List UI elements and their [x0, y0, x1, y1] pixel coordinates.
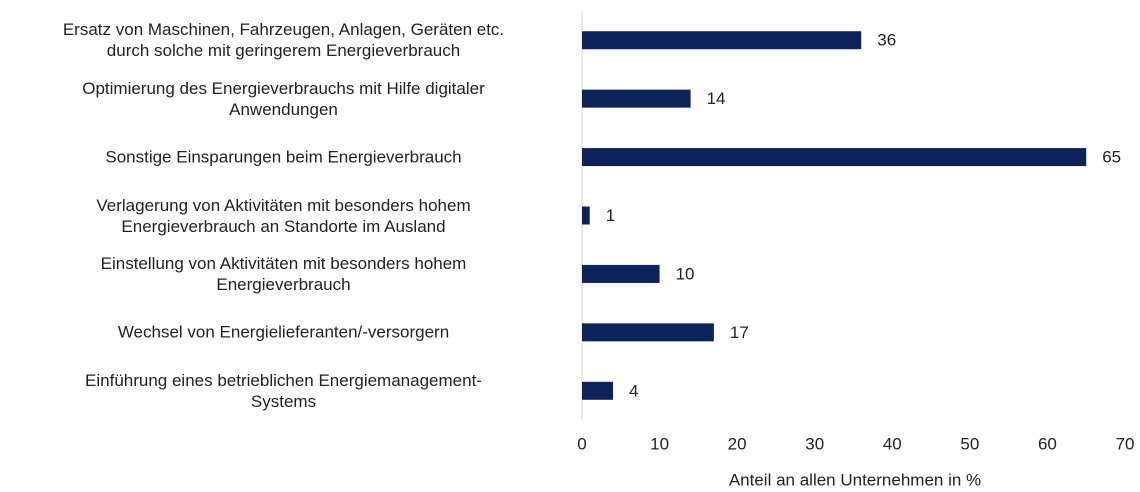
category-label: Wechsel von Energielieferanten/-versorge…: [117, 322, 450, 342]
x-tick-label: 60: [1038, 434, 1057, 453]
category-label: Optimierung des Energieverbrauchs mit Hi…: [82, 78, 485, 119]
x-tick-label: 30: [805, 434, 824, 453]
data-label: 10: [676, 264, 695, 283]
data-label: 14: [707, 89, 726, 108]
x-tick-label: 50: [960, 434, 979, 453]
bar: [582, 264, 660, 283]
x-tick-label: 0: [577, 434, 586, 453]
x-tick-label: 40: [883, 434, 902, 453]
bar: [582, 148, 1087, 167]
x-tick-label: 10: [650, 434, 669, 453]
data-label: 17: [730, 323, 749, 342]
category-label: Ersatz von Maschinen, Fahrzeugen, Anlage…: [62, 20, 505, 61]
x-tick-label: 70: [1116, 434, 1135, 453]
data-label: 4: [629, 381, 638, 400]
bar: [582, 323, 714, 342]
category-label: Sonstige Einsparungen beim Energieverbra…: [105, 147, 462, 167]
category-label: Einführung eines betrieblichen Energiema…: [85, 370, 482, 411]
bar: [582, 31, 862, 50]
data-label: 1: [606, 206, 615, 225]
x-tick-label: 20: [728, 434, 747, 453]
bar: [582, 89, 691, 108]
bar: [582, 206, 590, 225]
x-axis-title: Anteil an allen Unternehmen in %: [729, 470, 981, 489]
data-label: 36: [877, 31, 896, 50]
data-label: 65: [1102, 148, 1121, 167]
category-label: Einstellung von Aktivitäten mit besonder…: [100, 253, 467, 294]
bar: [582, 381, 614, 400]
category-label: Verlagerung von Aktivitäten mit besonder…: [96, 195, 471, 236]
